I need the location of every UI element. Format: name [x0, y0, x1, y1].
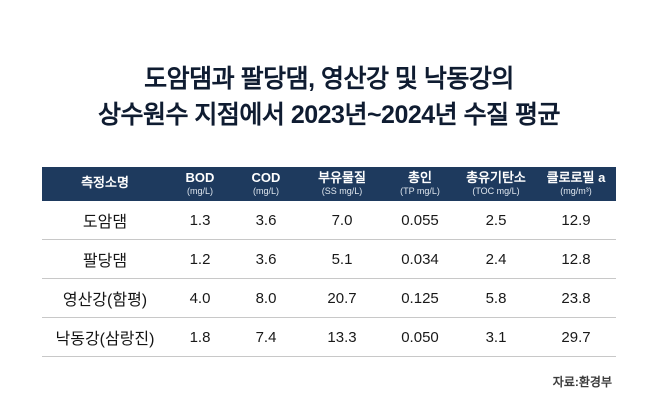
value-cell: 0.055 — [384, 201, 456, 241]
column-unit: (TP mg/L) — [400, 185, 440, 196]
column-header-ss: 부유물질 (SS mg/L) — [300, 167, 384, 202]
value-cell: 1.2 — [168, 239, 232, 280]
value-cell: 2.4 — [456, 239, 536, 280]
value-cell: 0.125 — [384, 278, 456, 319]
value-cell: 7.4 — [232, 317, 300, 358]
column-header-station: 측정소명 — [42, 167, 168, 202]
station-name-cell: 도암댐 — [42, 201, 168, 241]
column-header-chlorophyll: 클로로필 a (mg/m³) — [536, 167, 616, 202]
water-quality-table: 측정소명 BOD (mg/L) COD (mg/L) 부유물질 (SS mg/L… — [42, 167, 616, 358]
table-row: 영산강(함평) 4.0 8.0 20.7 0.125 5.8 23.8 — [42, 278, 616, 319]
value-cell: 20.7 — [300, 278, 384, 319]
value-cell: 12.8 — [536, 239, 616, 280]
value-cell: 13.3 — [300, 317, 384, 358]
source-credit: 자료:환경부 — [552, 375, 612, 389]
value-cell: 8.0 — [232, 278, 300, 319]
value-cell: 7.0 — [300, 201, 384, 241]
station-name-cell: 팔당댐 — [42, 239, 168, 280]
value-cell: 0.034 — [384, 239, 456, 280]
value-cell: 23.8 — [536, 278, 616, 319]
table-row: 팔당댐 1.2 3.6 5.1 0.034 2.4 12.8 — [42, 239, 616, 280]
column-header-toc: 총유기탄소 (TOC mg/L) — [456, 167, 536, 202]
value-cell: 1.3 — [168, 201, 232, 241]
column-label: 클로로필 a — [546, 170, 606, 185]
value-cell: 1.8 — [168, 317, 232, 358]
column-header-tp: 총인 (TP mg/L) — [384, 167, 456, 202]
value-cell: 4.0 — [168, 278, 232, 319]
page-title: 도암댐과 팔당댐, 영산강 및 낙동강의 상수원수 지점에서 2023년~202… — [0, 0, 658, 133]
column-label: 측정소명 — [81, 175, 129, 191]
value-cell: 3.6 — [232, 239, 300, 280]
column-unit: (mg/m³) — [560, 185, 592, 196]
value-cell: 29.7 — [536, 317, 616, 358]
column-label: BOD — [185, 170, 215, 185]
value-cell: 12.9 — [536, 201, 616, 241]
column-label: 총유기탄소 — [466, 170, 526, 185]
station-name-cell: 낙동강(삼랑진) — [42, 317, 168, 358]
value-cell: 3.1 — [456, 317, 536, 358]
value-cell: 5.1 — [300, 239, 384, 280]
column-label: COD — [251, 170, 281, 185]
value-cell: 0.050 — [384, 317, 456, 358]
value-cell: 5.8 — [456, 278, 536, 319]
column-header-bod: BOD (mg/L) — [168, 167, 232, 202]
value-cell: 2.5 — [456, 201, 536, 241]
column-unit: (TOC mg/L) — [472, 185, 520, 196]
column-label: 총인 — [408, 170, 432, 185]
column-unit: (mg/L) — [252, 185, 279, 196]
value-cell: 3.6 — [232, 201, 300, 241]
title-line-1: 도암댐과 팔당댐, 영산강 및 낙동강의 — [144, 65, 514, 93]
column-label: 부유물질 — [318, 170, 366, 185]
column-header-cod: COD (mg/L) — [232, 167, 300, 202]
title-line-2: 상수원수 지점에서 2023년~2024년 수질 평균 — [97, 100, 561, 129]
table-row: 도암댐 1.3 3.6 7.0 0.055 2.5 12.9 — [42, 201, 616, 241]
column-unit: (mg/L) — [186, 185, 213, 196]
table-row: 낙동강(삼랑진) 1.8 7.4 13.3 0.050 3.1 29.7 — [42, 317, 616, 358]
column-unit: (SS mg/L) — [321, 185, 363, 196]
table-header-row: 측정소명 BOD (mg/L) COD (mg/L) 부유물질 (SS mg/L… — [42, 167, 616, 202]
station-name-cell: 영산강(함평) — [42, 278, 168, 319]
